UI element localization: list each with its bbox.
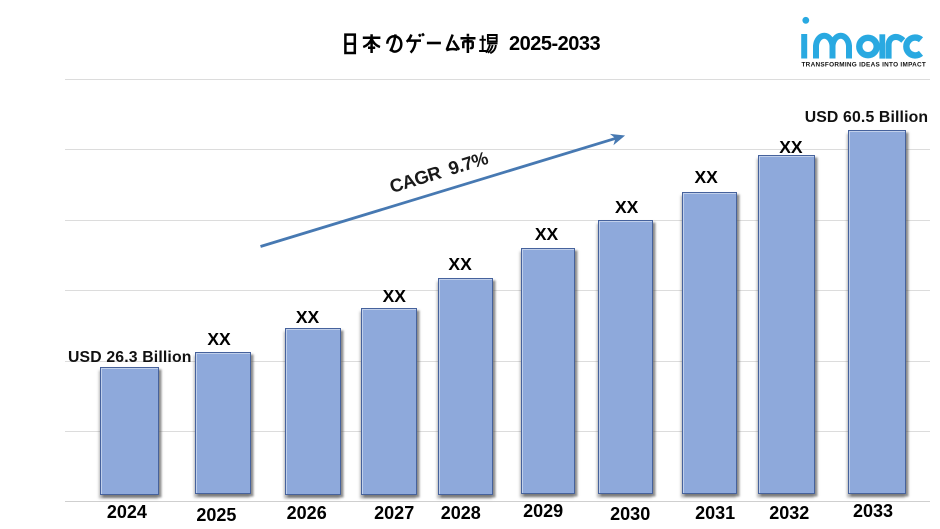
svg-text:TRANSFORMING IDEAS INTO IMPACT: TRANSFORMING IDEAS INTO IMPACT [802,62,927,69]
